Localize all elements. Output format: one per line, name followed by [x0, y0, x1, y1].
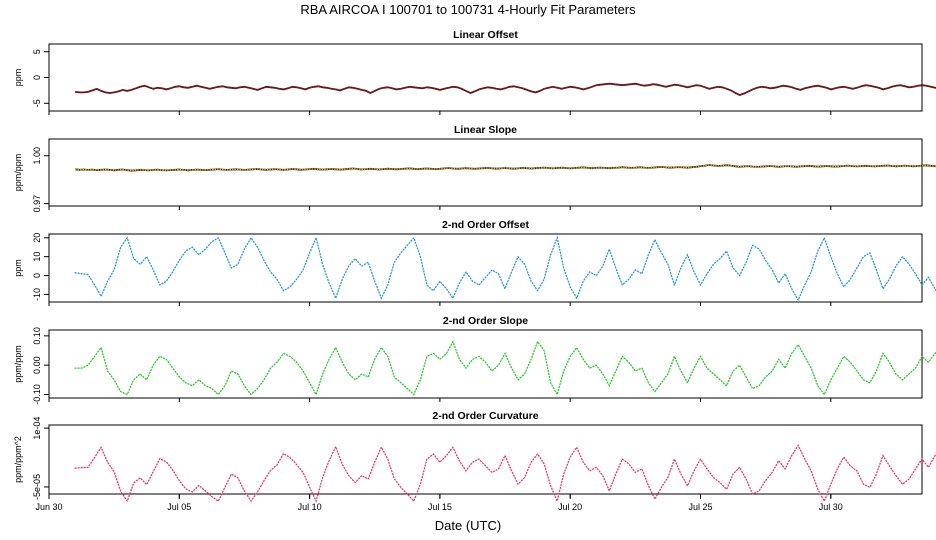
y-tick-label: 0: [32, 75, 42, 80]
x-tick-label: Jul 05: [167, 502, 191, 512]
y-axis-label: ppm: [13, 69, 23, 87]
plot-frame: [48, 43, 923, 112]
x-axis-label: Date (UTC): [435, 518, 501, 533]
y-tick-label: -5e-05: [32, 474, 42, 500]
panel-5: 2-nd Order Curvature ppm/ppm^2 -5e-05 1e-04: [13, 410, 936, 504]
panel-title: 2-nd Order Offset: [442, 219, 529, 231]
y-axis-label: ppm/ppm^2: [13, 436, 23, 483]
panel-title: 2-nd Order Curvature: [432, 410, 538, 422]
panel-title: Linear Offset: [453, 29, 518, 41]
y-tick-label: 1.00: [32, 147, 42, 165]
plot-frame: [48, 424, 923, 495]
x-tick-label: Jul 25: [688, 502, 712, 512]
panel-2: Linear Slope ppm/ppm 0.97 1.00: [13, 124, 936, 212]
panel-1: Linear Offset ppm -5 0 5: [13, 29, 936, 115]
plot-frame: [48, 329, 923, 399]
y-tick-label: 20: [32, 233, 42, 243]
panel-title: 2-nd Order Slope: [443, 315, 528, 327]
series-line-shadow: [74, 164, 936, 172]
x-tick-label: Jul 30: [819, 502, 843, 512]
series-line: [74, 340, 936, 397]
y-tick-label: 0.10: [32, 327, 42, 345]
figure-title: RBA AIRCOA I 100701 to 100731 4-Hourly F…: [300, 2, 636, 17]
series-line: [74, 444, 936, 504]
series-line: [75, 164, 936, 172]
y-tick-label: 0.00: [32, 356, 42, 374]
x-axis: Jun 30 Jul 05 Jul 10 Jul 15 Jul 20 Jul 25 Jul …: [35, 494, 843, 512]
x-tick-label: Jun 30: [35, 502, 62, 512]
panel-3: 2-nd Order Offset ppm -10 0 10 20: [13, 219, 936, 306]
y-tick-label: -10: [32, 288, 42, 301]
y-tick-label: -0.10: [32, 384, 42, 405]
panels-container: Linear Offset ppm -5 0 5 Linear Slope ppm/ppm 0…: [13, 29, 936, 504]
x-tick-label: Jul 15: [428, 502, 452, 512]
series-line-shadow: [74, 82, 936, 96]
y-axis-label: ppm/ppm: [13, 345, 23, 383]
y-tick-label: -5: [32, 99, 42, 107]
plot-frame: [48, 233, 923, 303]
y-axis-label: ppm/ppm: [13, 154, 23, 192]
panel-4: 2-nd Order Slope ppm/ppm -0.10 0.00 0.10: [13, 315, 936, 405]
panel-title: Linear Slope: [454, 124, 517, 136]
series-line: [74, 235, 936, 302]
y-tick-label: 5: [32, 49, 42, 54]
y-tick-label: 1e-04: [32, 417, 42, 440]
x-tick-label: Jul 10: [298, 502, 322, 512]
y-tick-label: 0: [32, 273, 42, 278]
plot-frame: [48, 138, 923, 207]
y-tick-label: 10: [32, 252, 42, 262]
x-tick-label: Jul 20: [558, 502, 582, 512]
series-line: [75, 83, 936, 96]
y-tick-label: 0.97: [32, 195, 42, 213]
y-axis-label: ppm: [13, 259, 23, 277]
